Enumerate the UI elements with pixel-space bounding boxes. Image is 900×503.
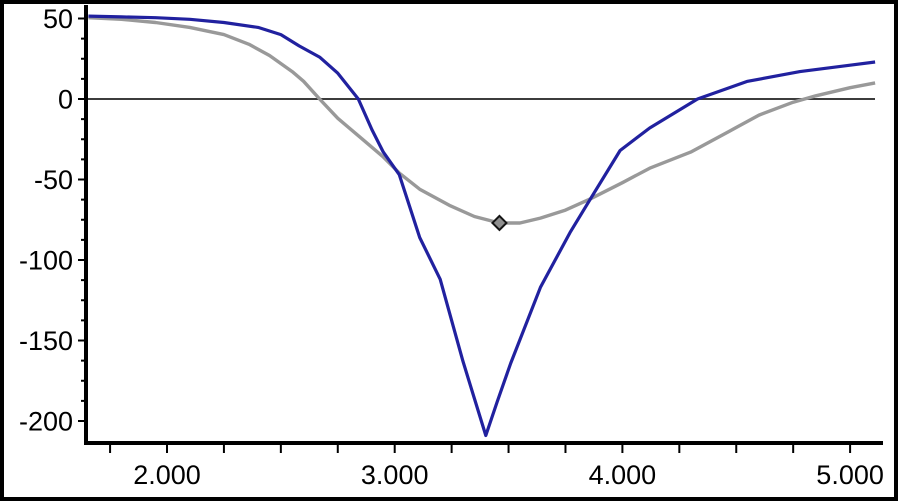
gray-trace: [88, 16, 876, 225]
x-tick-label: 4.000: [589, 460, 657, 490]
y-tick-label: 50: [43, 4, 73, 34]
y-tick-label: -200: [19, 407, 73, 437]
x-tick-label: 5.000: [816, 460, 884, 490]
diamond-marker[interactable]: [491, 214, 508, 232]
y-tick-label: -150: [19, 326, 73, 356]
blue-trace: [88, 14, 876, 438]
y-tick-label: -50: [34, 165, 73, 195]
x-tick-label: 3.000: [361, 460, 429, 490]
y-tick-label: 0: [58, 85, 73, 115]
x-tick-label: 2.000: [133, 460, 201, 490]
y-tick-label: -100: [19, 246, 73, 276]
